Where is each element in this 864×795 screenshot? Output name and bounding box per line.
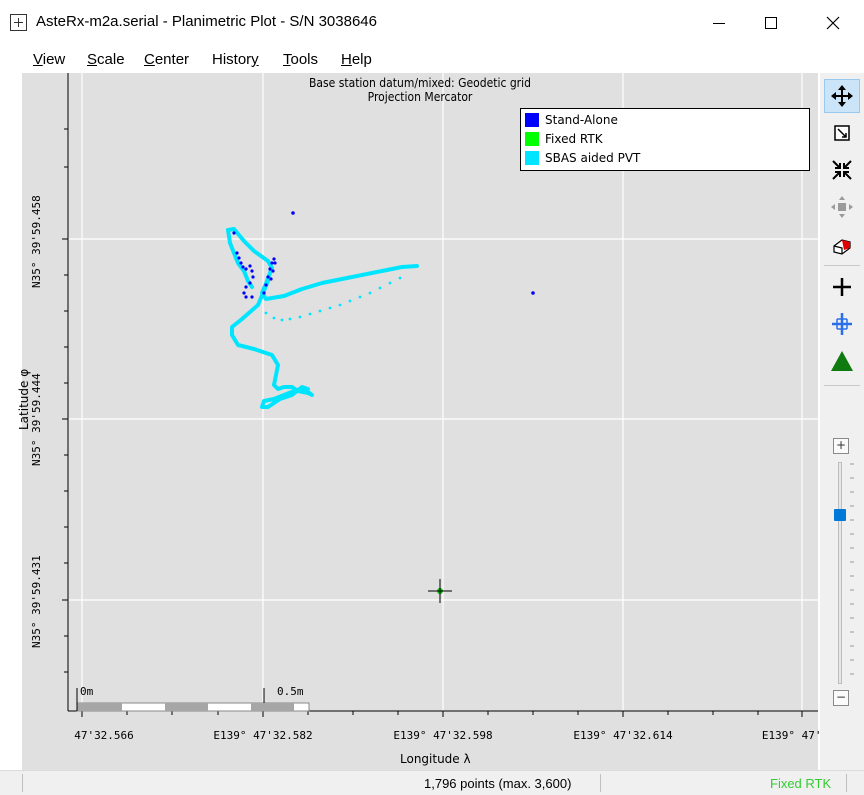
plot-title-line1: Base station datum/mixed: Geodetic grid	[309, 76, 531, 90]
menu-tools[interactable]: Tools	[283, 51, 319, 68]
x-axis-label: Longitude λ	[400, 752, 471, 766]
menu-scale[interactable]: Scale	[87, 51, 125, 68]
legend-item-fixed-rtk: Fixed RTK	[525, 131, 603, 147]
zoom-slider-ticks	[850, 463, 854, 675]
y-axis-label: Latitude φ	[17, 368, 31, 430]
maximize-button[interactable]	[748, 0, 794, 46]
zoom-window-button[interactable]	[824, 116, 860, 150]
app-icon[interactable]	[10, 14, 27, 31]
legend-item-stand-alone: Stand-Alone	[525, 112, 618, 128]
legend-swatch-fixed-rtk	[525, 132, 539, 146]
zoom-in-button[interactable]: +	[833, 438, 849, 454]
scalebar-end-label: 0.5m	[277, 685, 304, 698]
sbas-track	[226, 227, 419, 409]
status-separator	[22, 774, 23, 792]
center-marker-button[interactable]	[824, 307, 860, 341]
zoom-out-button[interactable]: −	[833, 690, 849, 706]
y-tick-label: N35° 39'59.431	[30, 555, 43, 648]
title-bar: AsteRx-m2a.serial - Planimetric Plot - S…	[0, 0, 864, 46]
scalebar-start-label: 0m	[80, 685, 94, 698]
eraser-button[interactable]	[824, 227, 860, 261]
menu-help[interactable]: Help	[341, 51, 372, 68]
y-ticks	[62, 128, 68, 673]
status-fix-mode: Fixed RTK	[770, 776, 832, 791]
close-icon	[826, 16, 840, 30]
menu-bar: View Scale Center History Tools Help	[0, 50, 864, 72]
tool-palette	[820, 73, 864, 770]
minimize-button[interactable]	[696, 0, 742, 46]
fit-all-icon	[832, 160, 852, 180]
x-tick-label: E139° 47'3	[761, 729, 829, 742]
zoom-window-icon	[834, 125, 850, 141]
crosshair-button[interactable]	[824, 270, 860, 304]
x-tick-label: E139° 47'32.582	[213, 729, 313, 742]
fit-all-button[interactable]	[824, 153, 860, 187]
status-bar: 1,796 points (max. 3,600) Fixed RTK	[0, 770, 864, 795]
toolbar-separator	[824, 265, 860, 266]
status-point-count: 1,796 points (max. 3,600)	[424, 776, 572, 791]
grid	[68, 73, 818, 711]
status-separator	[600, 774, 601, 792]
move-origin-icon	[831, 196, 853, 218]
y-tick-label: N35° 39'59.444	[30, 373, 43, 466]
status-separator	[846, 774, 847, 792]
center-marker-icon	[832, 313, 852, 335]
zoom-slider-track[interactable]	[838, 462, 842, 684]
y-tick-label: N35° 39'59.458	[30, 195, 43, 288]
window-title: AsteRx-m2a.serial - Planimetric Plot - S…	[36, 13, 377, 30]
zoom-slider-thumb[interactable]	[834, 509, 846, 521]
x-ticks	[81, 711, 803, 717]
legend-item-sbas: SBAS aided PVT	[525, 150, 640, 166]
menu-history[interactable]: History	[212, 51, 259, 68]
legend: Stand-Alone Fixed RTK SBAS aided PVT	[520, 108, 810, 171]
plot-canvas[interactable]	[22, 73, 818, 770]
fixed-rtk-marker	[428, 579, 452, 603]
crosshair-icon	[833, 278, 851, 296]
pan-tool-button[interactable]	[824, 79, 860, 113]
plot-title-line2: Projection Mercator	[367, 90, 473, 104]
scale-bar	[76, 688, 310, 712]
menu-center[interactable]: Center	[144, 51, 190, 68]
x-tick-label: E139° 47'32.598	[393, 729, 493, 742]
move-origin-button[interactable]	[824, 190, 860, 224]
x-tick-label: E139° 47'32.614	[573, 729, 673, 742]
x-tick-label: 47'32.566	[74, 729, 134, 742]
plot-area[interactable]: Base station datum/mixed: Geodetic grid …	[22, 73, 818, 770]
maximize-icon	[765, 17, 777, 29]
eraser-icon	[833, 239, 851, 255]
menu-view-rest: iew	[42, 51, 66, 68]
stand-alone-points	[232, 211, 535, 299]
pan-icon	[831, 85, 853, 107]
legend-swatch-stand-alone	[525, 113, 539, 127]
sbas-dotted-track	[264, 276, 402, 322]
close-button[interactable]	[810, 0, 856, 46]
triangle-marker-icon	[831, 351, 853, 371]
menu-view[interactable]: View	[33, 51, 66, 68]
minimize-icon	[713, 22, 725, 24]
legend-swatch-sbas	[525, 151, 539, 165]
toolbar-separator	[824, 385, 860, 386]
triangle-marker-button[interactable]	[824, 344, 860, 378]
